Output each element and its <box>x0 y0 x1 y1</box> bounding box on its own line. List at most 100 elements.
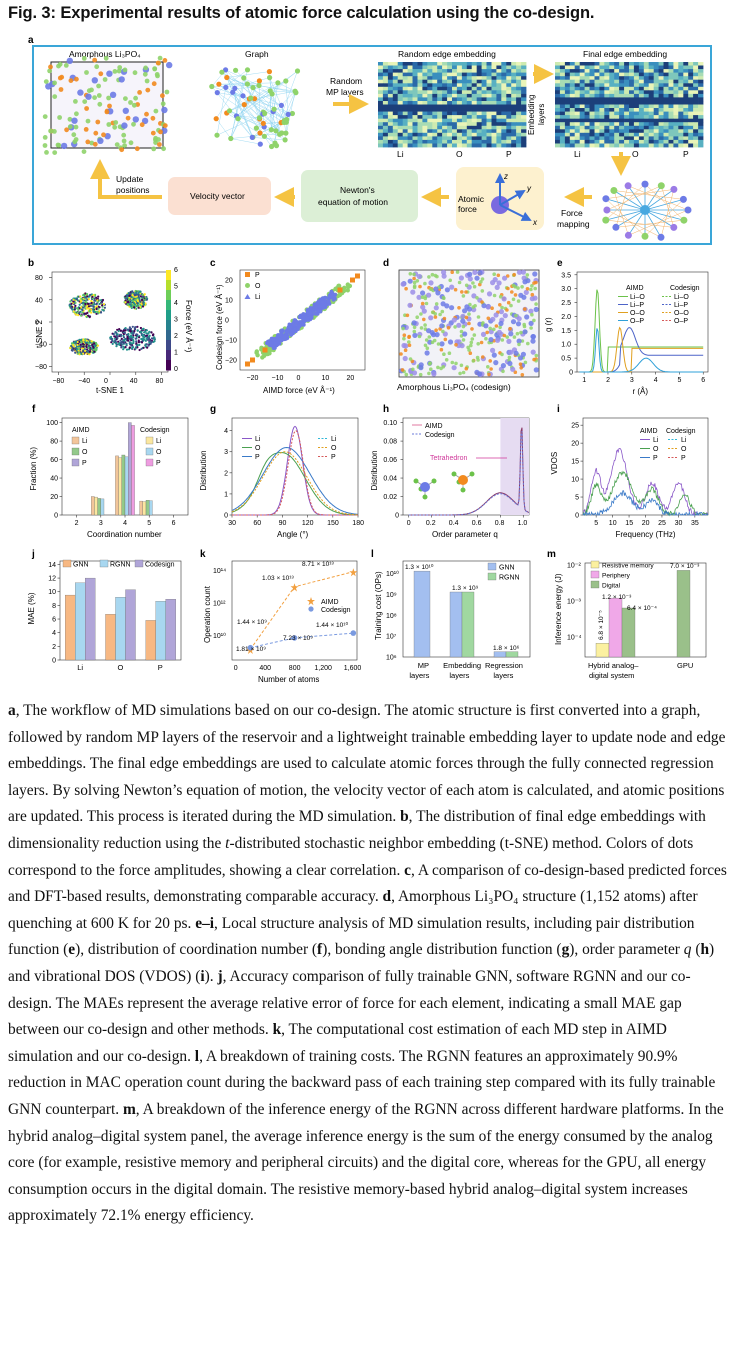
order-ylabel: Distribution <box>370 450 379 490</box>
heat-cell <box>516 108 522 112</box>
heat-cell <box>678 90 684 95</box>
atom <box>133 95 139 101</box>
tsne-point <box>82 338 85 342</box>
structure-atom <box>461 338 466 342</box>
atom <box>112 69 118 74</box>
heat-cell <box>678 143 684 148</box>
structure-atom <box>430 310 435 315</box>
atom <box>68 78 74 83</box>
order-ytick-label: 0.10 <box>383 420 397 427</box>
update-positions-label-2: positions <box>116 185 150 195</box>
heat-cell <box>688 90 694 95</box>
caption-panel-ref: k <box>272 1021 282 1039</box>
structure-atom <box>516 316 522 322</box>
mae-legend-swatch <box>62 559 72 568</box>
heat-cell <box>688 111 694 116</box>
heat-cell <box>422 97 428 102</box>
coord-bar <box>142 501 147 516</box>
tsne-point <box>84 302 87 306</box>
heat-cell <box>579 69 585 73</box>
heat-cell <box>604 72 610 77</box>
heat-cell <box>506 139 512 144</box>
tsne-point <box>117 343 120 346</box>
heat-cell <box>604 139 610 144</box>
heat-cell <box>432 86 438 91</box>
structure-atom <box>417 334 422 339</box>
structure-atom <box>530 334 537 340</box>
heat-cell <box>564 83 571 88</box>
heat-cell <box>555 108 561 112</box>
heat-cell <box>629 104 635 109</box>
structure-atom <box>489 367 493 371</box>
heat-cell <box>452 97 458 102</box>
heat-cell <box>559 139 566 144</box>
force-node <box>641 180 649 188</box>
heat-cell <box>564 125 571 130</box>
heat-cell <box>604 136 610 141</box>
atom <box>89 140 95 146</box>
heat-cell <box>614 101 620 105</box>
heat-cell <box>629 97 635 102</box>
heat-cell <box>402 143 408 148</box>
heat-cell <box>643 101 650 105</box>
heat-cell <box>437 104 443 109</box>
tsne-point <box>83 312 86 315</box>
heat-cell <box>456 115 463 119</box>
structure-atom <box>425 346 430 351</box>
heat-cell <box>584 111 590 116</box>
heat-cell <box>619 69 625 73</box>
graph-node <box>261 133 267 139</box>
tsne-point <box>132 336 135 339</box>
heat-cell <box>486 132 492 137</box>
vdos-xlabel: Frequency (THz) <box>616 530 676 539</box>
tsne-point <box>130 296 133 299</box>
heat-cell <box>569 111 576 116</box>
heat-cell <box>609 143 615 148</box>
tsne-point <box>115 331 118 334</box>
heat-cell <box>516 62 522 66</box>
ops-xlabel: Number of atoms <box>258 675 319 684</box>
coord-bar <box>115 455 119 516</box>
heat-cell <box>476 136 482 141</box>
heat-cell <box>569 115 576 119</box>
graph-node <box>267 75 273 81</box>
structure-atom <box>405 313 410 318</box>
atom <box>151 81 157 87</box>
heat-cell <box>516 132 522 137</box>
tsne-point <box>137 341 140 344</box>
heat-cell <box>412 136 418 141</box>
structure-atom <box>450 360 455 365</box>
structure-atom <box>453 287 458 292</box>
scatter-xtick-label: −20 <box>247 375 259 382</box>
tsne-point <box>98 310 101 313</box>
heat-cell <box>653 93 659 98</box>
heat-cell <box>698 62 704 66</box>
heat-cell <box>584 129 590 134</box>
heat-cell <box>584 93 590 98</box>
heat-cell <box>427 132 433 137</box>
heat-cell <box>559 118 566 123</box>
heat-cell <box>609 132 615 137</box>
heat-cell <box>594 76 600 81</box>
newton-label-1: Newton's <box>340 185 375 195</box>
heat-cell <box>574 62 580 66</box>
structure-atom <box>436 342 441 346</box>
heat-cell <box>555 79 561 84</box>
heat-cell <box>491 90 497 95</box>
graph-node <box>256 115 262 121</box>
angle-frame <box>231 417 359 516</box>
heat-cell <box>658 93 664 98</box>
heat-cell <box>392 115 399 119</box>
heat-cell <box>673 111 679 116</box>
scatter-xtick-label: 0 <box>297 375 301 382</box>
heat-cell <box>481 132 487 137</box>
heat-cell <box>579 65 585 70</box>
energy-category-label: GPU <box>677 661 693 670</box>
structure-atom <box>522 329 528 335</box>
heat-cell <box>584 136 590 141</box>
ops-ytick-label: 10¹⁰ <box>213 632 226 640</box>
hm1-tick-p: P <box>506 149 512 159</box>
heat-cell <box>422 90 428 95</box>
tsne-point <box>94 293 97 296</box>
heat-cell <box>555 83 561 88</box>
